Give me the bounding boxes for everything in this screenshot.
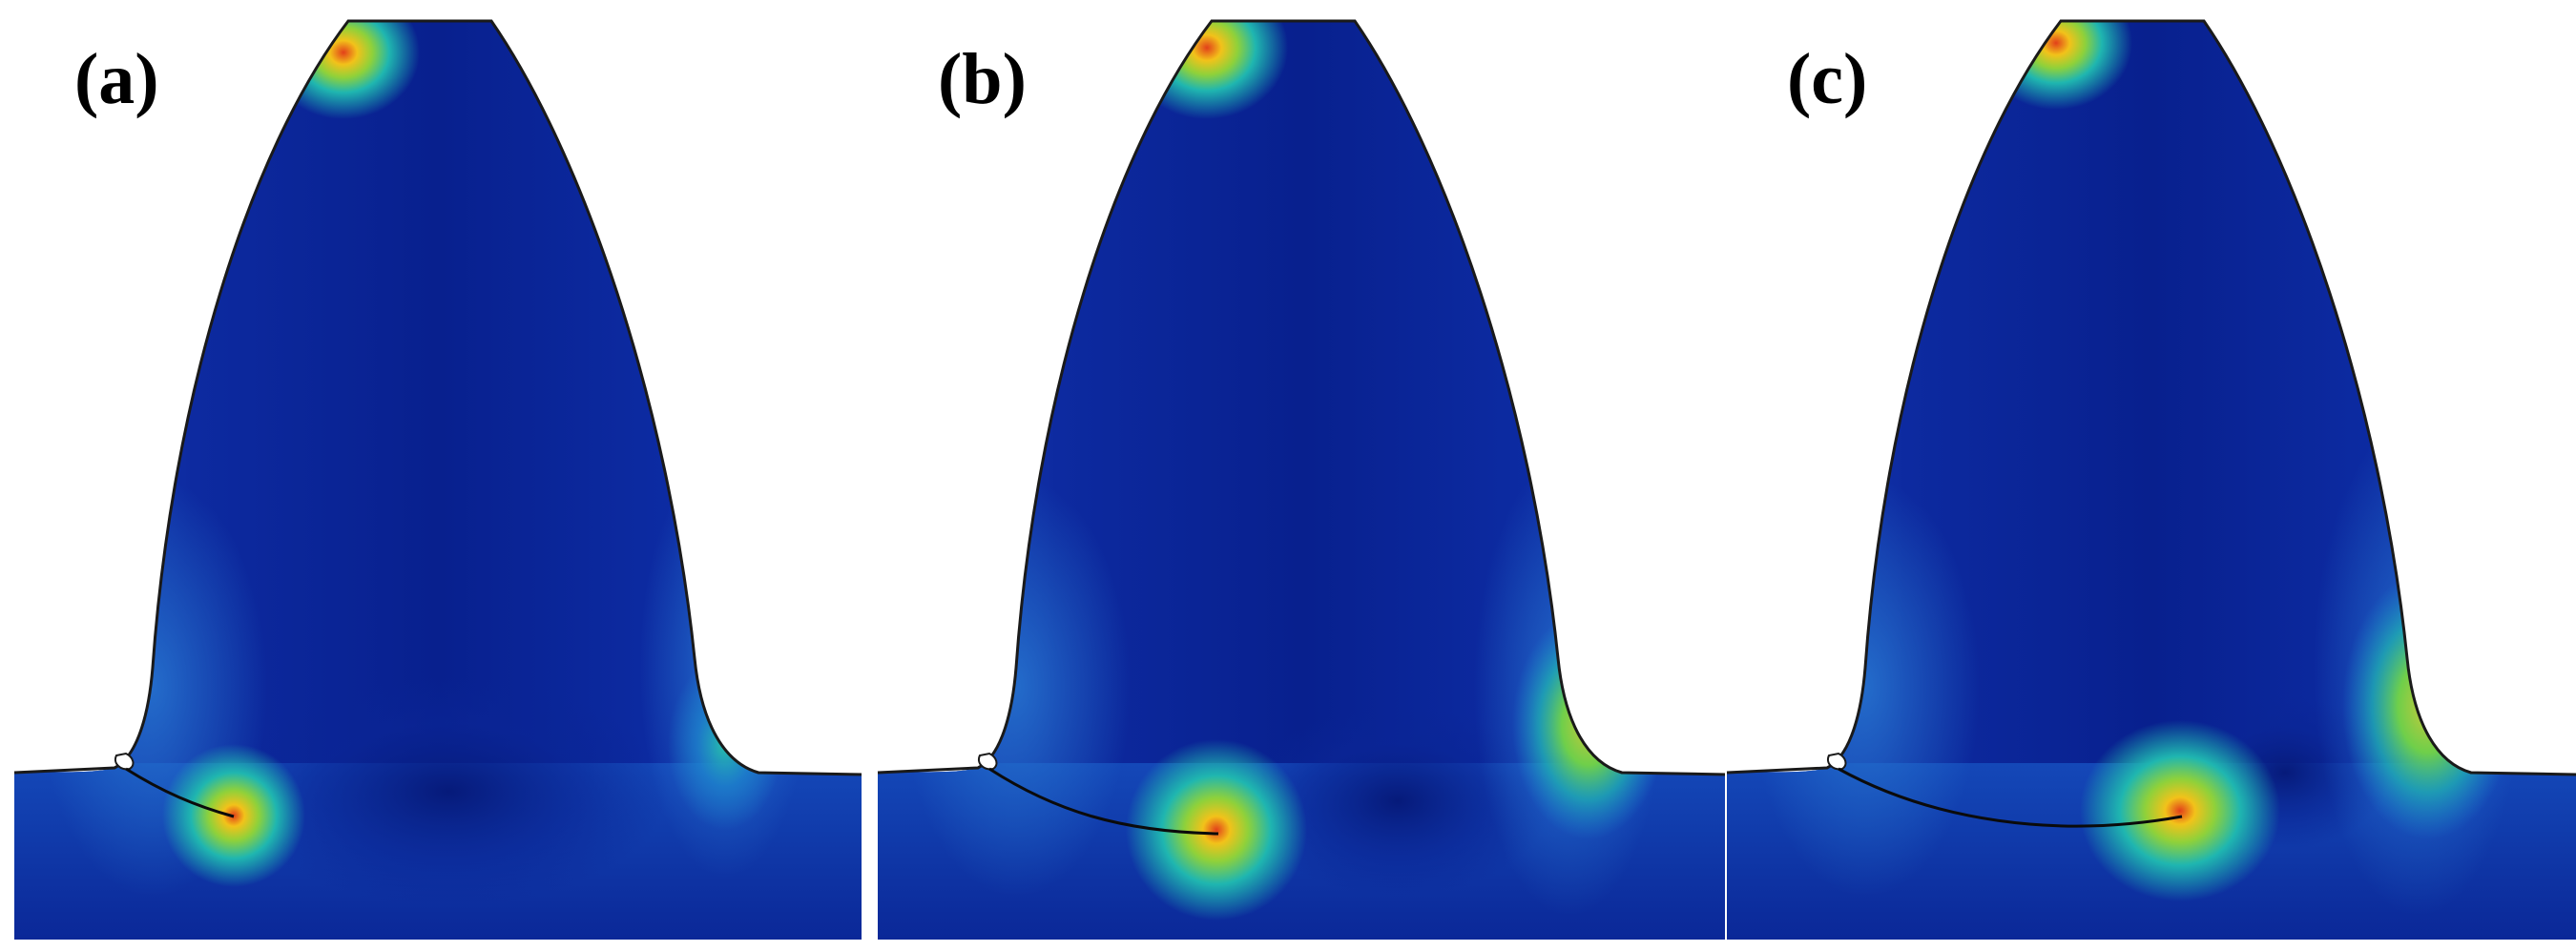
crack-path (988, 767, 1219, 836)
panel-c: (c) (1726, 19, 2576, 940)
crack-initiation-notch (114, 752, 135, 771)
crack-path (125, 767, 235, 818)
panel-label-a: (a) (74, 39, 159, 119)
panel-label-c: (c) (1787, 39, 1867, 119)
panel-divider (862, 773, 865, 951)
crack-path (1838, 767, 2183, 828)
tooth-outline (877, 19, 1728, 776)
panel-a: (a) (13, 19, 864, 940)
panel-b: (b) (877, 19, 1728, 940)
tooth-outline (13, 19, 864, 776)
crack-initiation-notch (1827, 752, 1847, 771)
crack-initiation-notch (978, 752, 998, 771)
panel-label-b: (b) (938, 39, 1027, 119)
tooth-outline (1726, 19, 2576, 776)
